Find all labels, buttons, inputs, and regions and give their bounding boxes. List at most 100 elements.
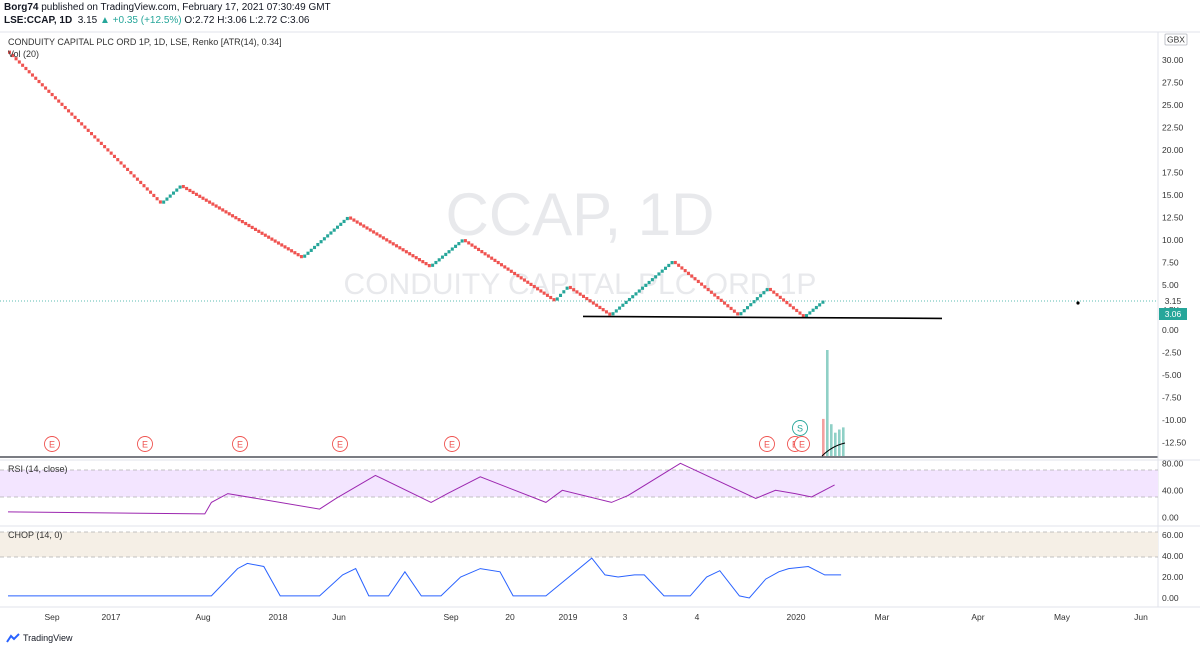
renko-brick: [431, 263, 435, 267]
renko-brick: [559, 293, 563, 297]
time-tick-label: Mar: [875, 612, 890, 622]
tradingview-brand[interactable]: TradingView: [6, 633, 73, 643]
renko-brick: [152, 193, 156, 198]
price-tick-label: 22.50: [1162, 123, 1184, 133]
volume-ma-line: [821, 442, 846, 457]
renko-brick: [447, 250, 451, 254]
earnings-marker[interactable]: [794, 436, 810, 452]
brand-name: TradingView: [23, 633, 73, 643]
renko-brick: [585, 296, 589, 301]
earnings-marker[interactable]: [137, 436, 153, 452]
price-tag-close-bg: [1159, 308, 1187, 320]
watermark-name: CONDUITY CAPITAL PLC ORD 1P: [344, 268, 817, 301]
time-axis[interactable]: Sep 2017 Aug 2018 Jun Sep 20 2019 3 4 2020 Mar Apr Ma…: [44, 612, 1148, 622]
earnings-marker-label: E: [237, 440, 243, 450]
renko-brick: [40, 83, 44, 87]
time-tick-label: 2020: [787, 612, 806, 622]
volume-label[interactable]: Vol (20): [8, 49, 40, 59]
renko-brick: [700, 282, 704, 286]
earnings-marker[interactable]: [44, 436, 60, 452]
earnings-marker[interactable]: [232, 436, 248, 452]
renko-brick: [742, 309, 746, 313]
renko-brick: [424, 262, 428, 266]
rsi-label[interactable]: RSI (14, close): [8, 464, 68, 474]
rsi-tick-label: 40.00: [1162, 485, 1184, 495]
split-marker[interactable]: [792, 420, 808, 436]
renko-brick: [683, 269, 687, 273]
renko-brick: [818, 303, 822, 307]
renko-brick: [801, 314, 805, 318]
renko-brick: [283, 245, 287, 249]
renko-brick: [516, 274, 520, 278]
drawing-dot[interactable]: [1076, 301, 1080, 305]
currency-box[interactable]: [1164, 33, 1188, 46]
renko-brick: [355, 220, 359, 224]
renko-brick: [582, 294, 585, 298]
renko-brick: [332, 228, 336, 232]
renko-brick: [168, 194, 172, 198]
renko-brick: [299, 255, 303, 259]
time-tick-label: Apr: [971, 612, 984, 622]
renko-brick: [529, 282, 533, 287]
rsi-axis: 80.00 40.00 0.00: [1162, 458, 1184, 522]
support-line[interactable]: [582, 315, 943, 320]
chop-label[interactable]: CHOP (14, 0): [8, 530, 63, 540]
renko-brick: [381, 236, 385, 240]
main-pane-label[interactable]: CONDUITY CAPITAL PLC ORD 1P, 1D, LSE, Re…: [8, 37, 282, 47]
renko-brick: [418, 258, 421, 262]
renko-brick: [654, 275, 658, 279]
price-tick-label: 15.00: [1162, 190, 1184, 200]
time-tick-label: 3: [623, 612, 628, 622]
renko-brick: [798, 311, 802, 315]
renko-brick: [63, 105, 67, 110]
renko-brick: [57, 99, 61, 103]
renko-brick: [217, 206, 221, 210]
rsi-band: [0, 470, 1158, 497]
price-tick-label: 5.00: [1162, 280, 1179, 290]
renko-brick: [142, 184, 146, 188]
price-axis[interactable]: 30.00 27.50 25.00 22.50 20.00 17.50 15.00 12.50…: [1162, 55, 1186, 448]
volume-bar: [834, 432, 837, 456]
renko-brick: [759, 294, 763, 298]
author-name[interactable]: Borg74: [4, 2, 39, 13]
renko-brick: [198, 194, 202, 198]
volume-bar: [838, 429, 841, 456]
chop-tick-label: 20.00: [1162, 572, 1184, 582]
renko-brick: [165, 197, 169, 201]
renko-brick: [768, 287, 772, 292]
renko-brick: [752, 300, 756, 304]
earnings-marker[interactable]: [759, 436, 775, 452]
renko-brick: [227, 212, 231, 216]
renko-brick: [506, 267, 510, 271]
renko-brick: [73, 115, 77, 119]
renko-brick: [303, 254, 307, 258]
renko-brick: [542, 291, 546, 295]
renko-brick: [24, 66, 28, 71]
renko-brick: [270, 237, 274, 241]
publish-info: Borg74 published on TradingView.com, Feb…: [4, 2, 331, 13]
symbol-text[interactable]: LSE:CCAP, 1D: [4, 15, 73, 26]
renko-brick: [657, 272, 661, 276]
renko-brick: [378, 234, 382, 238]
price-tick-label: 20.00: [1162, 145, 1184, 155]
renko-brick: [627, 297, 631, 302]
renko-brick: [145, 187, 149, 191]
renko-brick: [608, 312, 612, 316]
renko-brick: [129, 171, 133, 175]
renko-brick: [805, 314, 809, 318]
renko-brick: [358, 222, 362, 226]
earnings-marker[interactable]: [332, 436, 348, 452]
renko-brick: [463, 239, 467, 243]
renko-brick: [70, 112, 74, 116]
renko-brick: [450, 247, 454, 251]
renko-brick: [588, 299, 592, 303]
renko-brick: [21, 63, 25, 67]
renko-brick: [362, 224, 366, 228]
renko-brick: [513, 271, 517, 276]
earnings-marker[interactable]: [444, 436, 460, 452]
renko-brick: [293, 251, 297, 255]
volume-bar: [826, 350, 829, 456]
chop-tick-label: 40.00: [1162, 551, 1184, 561]
renko-brick: [234, 216, 238, 220]
